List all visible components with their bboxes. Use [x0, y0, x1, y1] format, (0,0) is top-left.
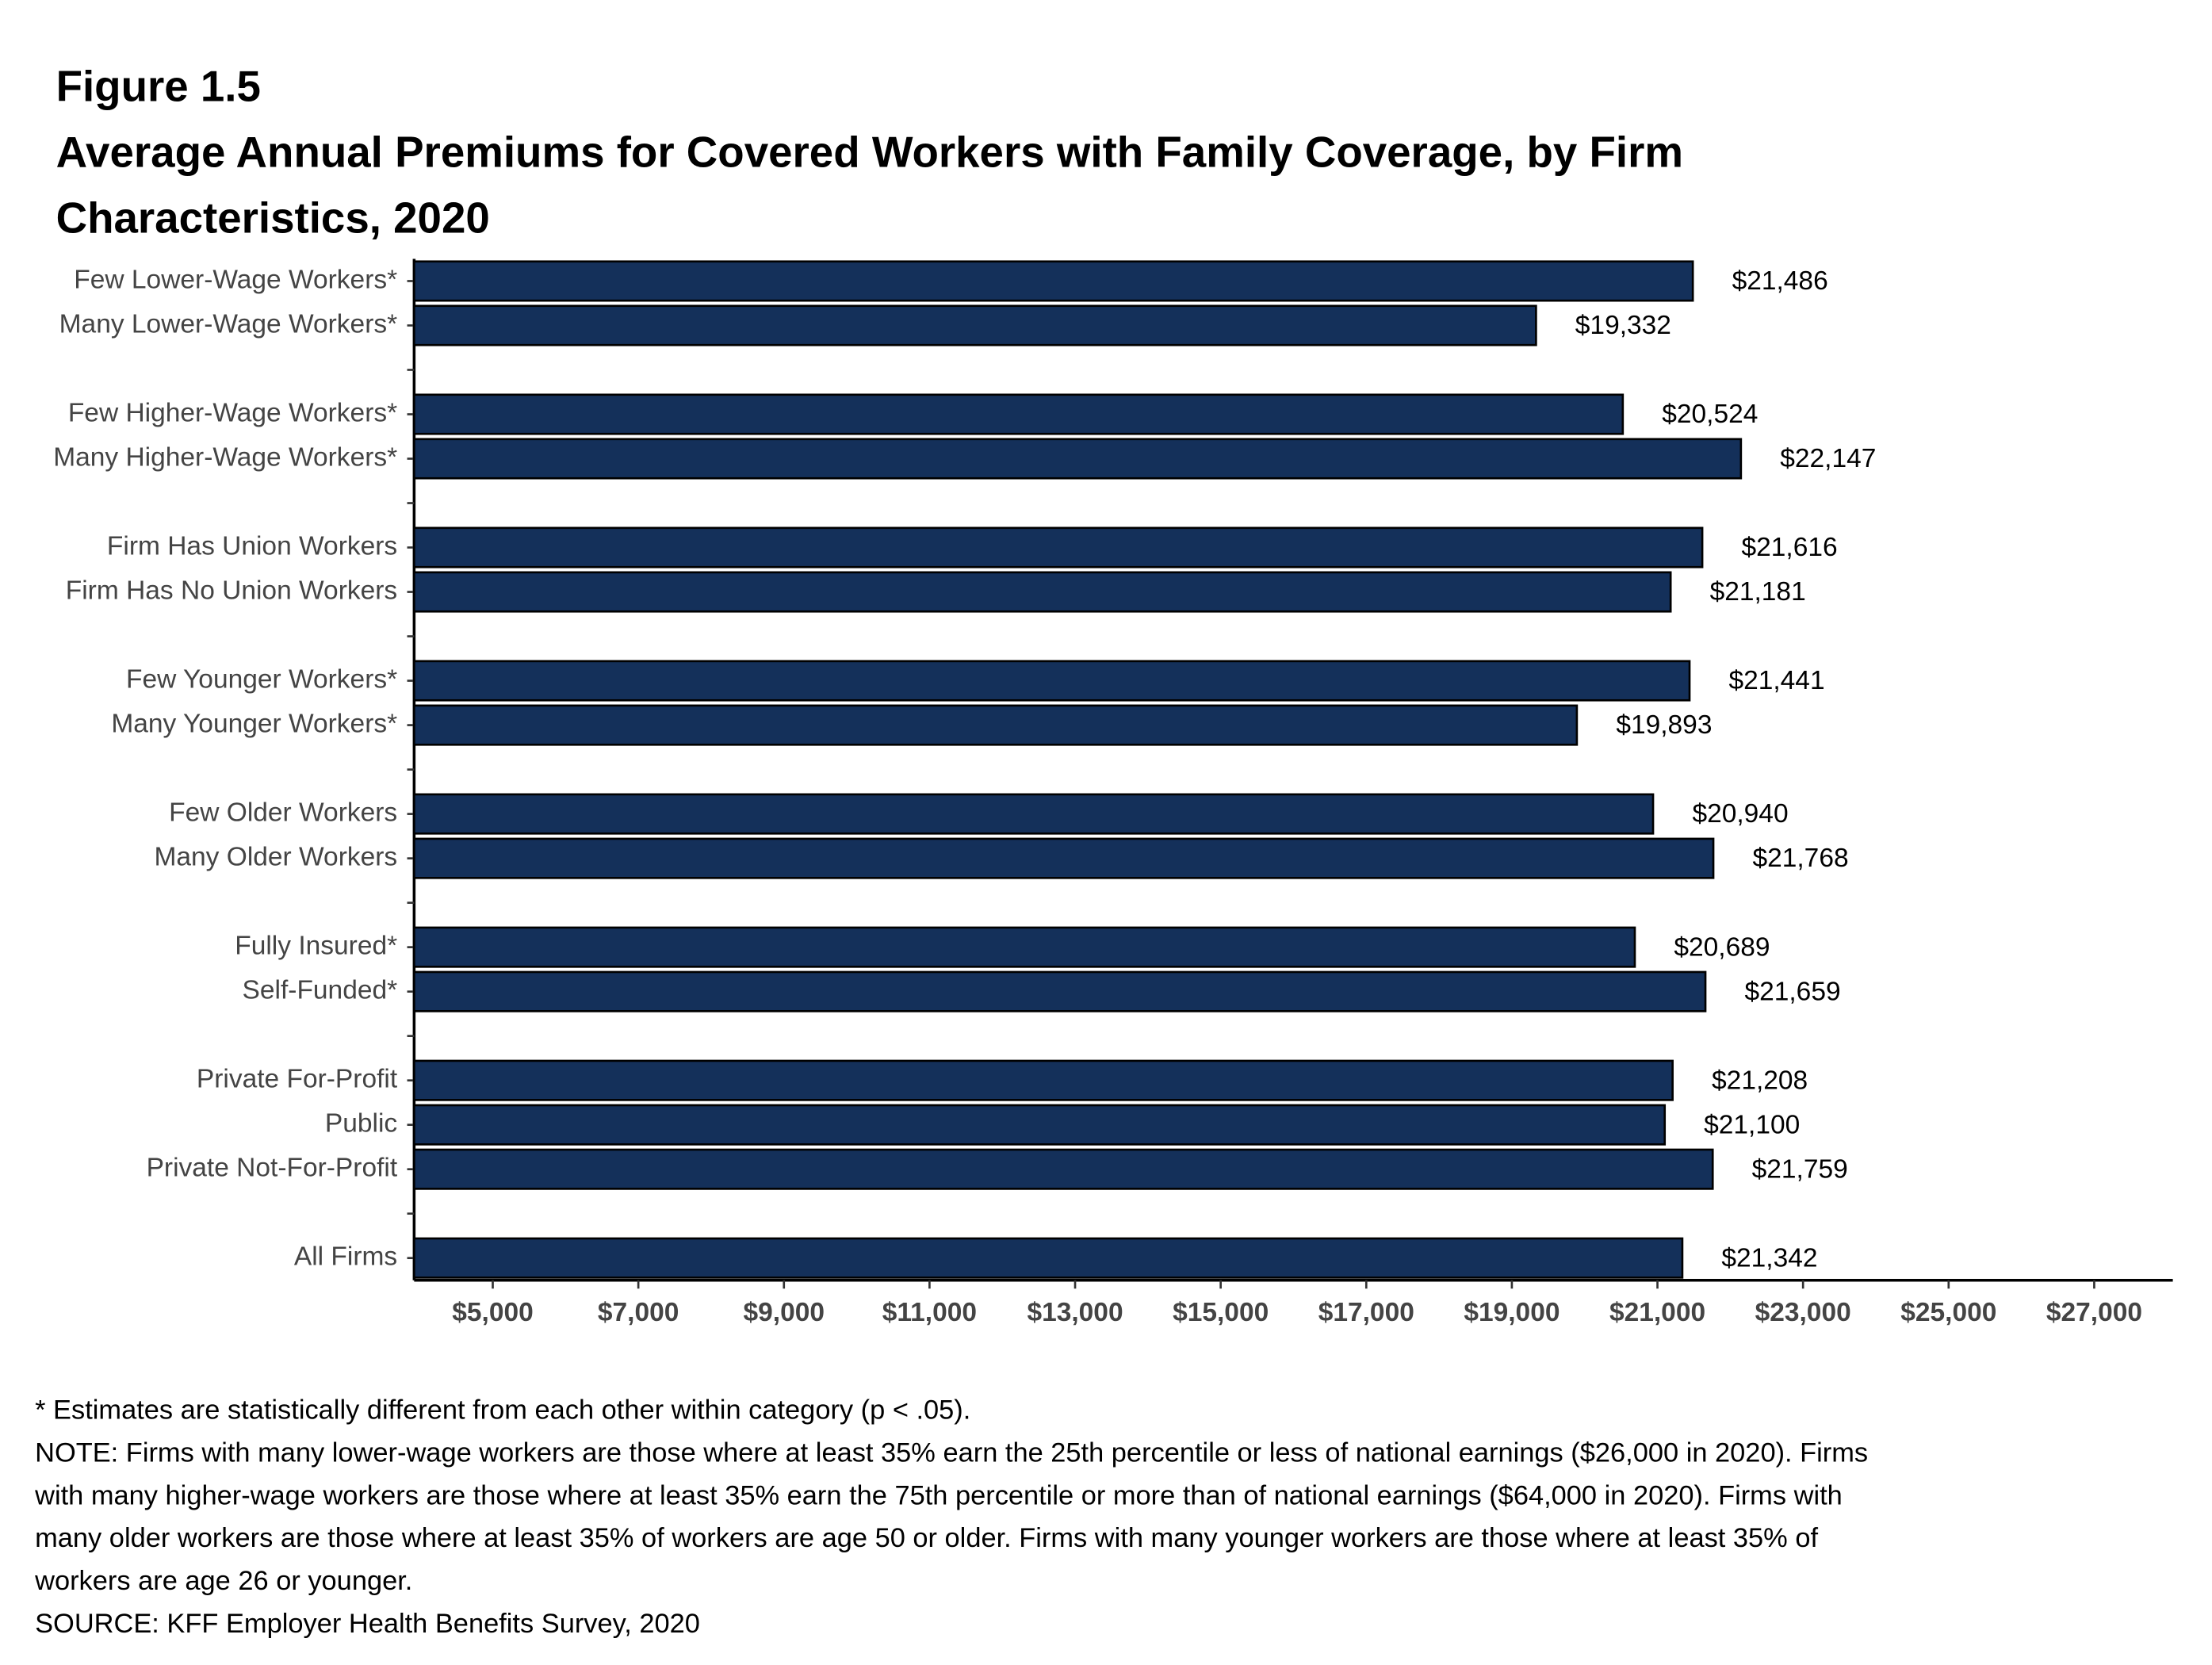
y-tick-label: Self-Funded*: [243, 975, 398, 1005]
x-tick-label: $13,000: [1027, 1298, 1123, 1327]
x-tick-label: $17,000: [1318, 1298, 1414, 1327]
y-tick-label: Many Higher-Wage Workers*: [53, 442, 397, 472]
y-tick-label: Few Higher-Wage Workers*: [68, 398, 397, 427]
bar: [413, 704, 1579, 746]
y-tick-label: Private For-Profit: [197, 1065, 398, 1094]
bar: [413, 438, 1743, 480]
x-tick-label: $5,000: [452, 1298, 534, 1327]
value-label: $21,759: [1752, 1154, 1848, 1184]
y-tick-label: Many Lower-Wage Workers*: [59, 309, 398, 339]
value-label: $19,332: [1575, 311, 1671, 340]
x-tick-label: $15,000: [1173, 1298, 1269, 1327]
footnote: SOURCE: KFF Employer Health Benefits Sur…: [35, 1609, 700, 1639]
y-tick-label: Many Younger Workers*: [111, 709, 397, 738]
x-tick-label: $11,000: [882, 1298, 977, 1327]
bar: [413, 660, 1691, 702]
value-label: $21,768: [1752, 844, 1848, 873]
x-tick-label: $25,000: [1900, 1298, 1996, 1327]
value-label: $22,147: [1780, 444, 1876, 473]
chart-title: Average Annual Premiums for Covered Work…: [56, 127, 1683, 176]
value-label: $21,659: [1744, 977, 1840, 1006]
y-tick-label: Few Older Workers: [169, 798, 397, 827]
y-tick-label: Private Not-For-Profit: [147, 1154, 398, 1183]
figure-label: Figure 1.5: [56, 61, 261, 110]
bar: [413, 970, 1707, 1012]
footnote: with many higher-wage workers are those …: [34, 1480, 1843, 1510]
footnote: workers are age 26 or younger.: [34, 1566, 412, 1596]
value-label: $21,342: [1721, 1243, 1817, 1273]
value-label: $21,616: [1742, 533, 1838, 562]
bar: [413, 260, 1694, 302]
value-label: $20,524: [1662, 400, 1758, 429]
y-tick-label: All Firms: [294, 1242, 397, 1272]
value-label: $21,181: [1710, 577, 1806, 607]
y-tick-label: Many Older Workers: [154, 842, 397, 871]
footnote: NOTE: Firms with many lower-wage workers…: [35, 1438, 1868, 1468]
x-tick-label: $27,000: [2046, 1298, 2142, 1327]
x-tick-label: $7,000: [598, 1298, 679, 1327]
bar: [413, 526, 1704, 568]
y-tick-label: Few Lower-Wage Workers*: [74, 265, 397, 294]
value-label: $21,486: [1732, 266, 1828, 296]
bar: [413, 926, 1636, 968]
value-label: $21,441: [1728, 666, 1824, 695]
bar: [413, 571, 1672, 613]
footnote: * Estimates are statistically different …: [35, 1395, 970, 1426]
x-tick-label: $23,000: [1755, 1298, 1851, 1327]
y-tick-label: Few Younger Workers*: [126, 664, 397, 694]
y-tick-label: Firm Has Union Workers: [107, 531, 397, 561]
bar: [413, 393, 1625, 435]
bar: [413, 837, 1715, 879]
value-label: $19,893: [1616, 710, 1712, 740]
y-tick-label: Public: [325, 1109, 397, 1139]
bar: [413, 1148, 1714, 1190]
x-tick-label: $9,000: [744, 1298, 825, 1327]
bar: [413, 793, 1655, 835]
bar: [413, 1104, 1667, 1146]
value-label: $21,208: [1712, 1066, 1808, 1095]
value-label: $21,100: [1704, 1110, 1800, 1139]
y-tick-label: Fully Insured*: [235, 931, 397, 960]
bar: [413, 304, 1537, 346]
x-tick-label: $21,000: [1609, 1298, 1705, 1327]
footnote: many older workers are those where at le…: [35, 1523, 1818, 1553]
bar: [413, 1059, 1674, 1101]
x-tick-label: $19,000: [1464, 1298, 1559, 1327]
y-tick-label: Firm Has No Union Workers: [66, 576, 397, 605]
value-label: $20,940: [1692, 799, 1788, 829]
value-label: $20,689: [1674, 932, 1770, 962]
chart-title: Characteristics, 2020: [56, 193, 490, 242]
bar: [413, 1237, 1684, 1279]
